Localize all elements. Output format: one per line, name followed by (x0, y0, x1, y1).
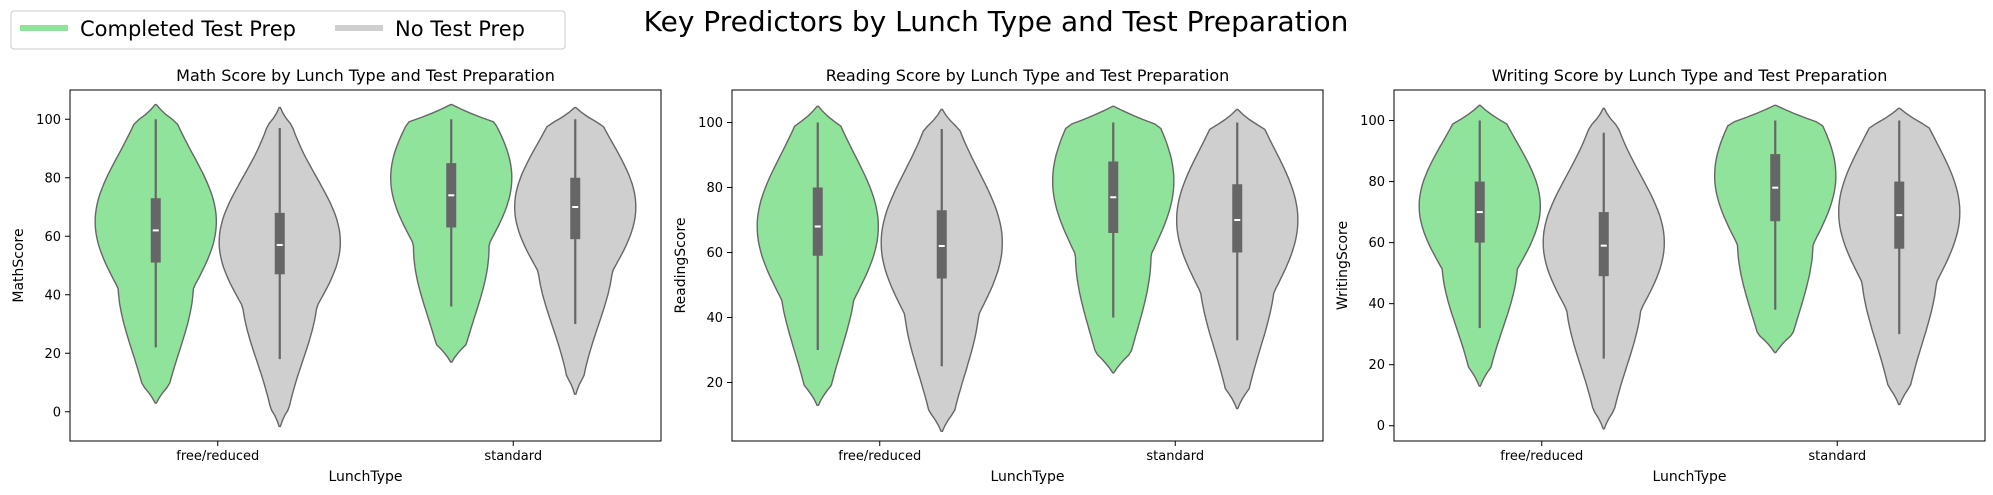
violin-box (936, 210, 947, 279)
x-axis-label: LunchType (1652, 469, 1726, 485)
x-axis-label: LunchType (990, 469, 1064, 485)
x-tick-label: standard (1808, 449, 1866, 464)
y-tick-label: 20 (44, 347, 61, 362)
y-tick-label: 40 (1368, 297, 1385, 312)
y-tick-label: 20 (706, 376, 723, 391)
panel-title: Writing Score by Lunch Type and Test Pre… (1492, 66, 1888, 85)
legend-label-completed: Completed Test Prep (80, 17, 296, 41)
y-tick-label: 20 (1368, 358, 1385, 373)
y-tick-label: 60 (706, 246, 723, 261)
y-tick-label: 40 (44, 288, 61, 303)
y-tick-label: 40 (706, 311, 723, 326)
y-axis-label: MathScore (11, 228, 27, 302)
y-tick-label: 80 (706, 181, 723, 196)
axes-frame (69, 89, 662, 442)
panel-title: Reading Score by Lunch Type and Test Pre… (826, 66, 1230, 85)
writing-score-panel: Writing Score by Lunch Type and Test Pre… (1335, 66, 1986, 485)
y-tick-label: 0 (1377, 419, 1385, 434)
y-tick-label: 100 (36, 113, 61, 128)
violin-box (1598, 212, 1609, 277)
y-tick-label: 100 (1360, 114, 1385, 129)
y-tick-label: 0 (53, 405, 61, 420)
axes-frame (731, 89, 1324, 442)
y-axis-label: WritingScore (1335, 221, 1351, 310)
x-tick-label: free/reduced (838, 449, 921, 464)
y-tick-label: 60 (44, 230, 61, 245)
axes-frame (1393, 89, 1986, 442)
math-score-panel: Math Score by Lunch Type and Test Prepar… (11, 66, 662, 485)
y-tick-label: 100 (698, 116, 723, 131)
y-tick-label: 80 (44, 171, 61, 186)
legend-label-no-prep: No Test Prep (395, 17, 525, 41)
legend-frame (10, 10, 566, 50)
panel-title: Math Score by Lunch Type and Test Prepar… (176, 66, 555, 85)
figure-suptitle: Key Predictors by Lunch Type and Test Pr… (644, 5, 1349, 38)
x-axis-label: LunchType (328, 469, 402, 485)
y-axis-label: ReadingScore (673, 217, 689, 313)
x-tick-label: free/reduced (1500, 449, 1583, 464)
violin-box (274, 212, 285, 275)
legend: Completed Test Prep No Test Prep (10, 10, 566, 50)
violin-box (812, 187, 823, 256)
violin-box (570, 177, 581, 240)
reading-score-panel: Reading Score by Lunch Type and Test Pre… (673, 66, 1324, 485)
x-tick-label: standard (1146, 449, 1204, 464)
violin-box (1232, 184, 1243, 253)
y-tick-label: 80 (1368, 175, 1385, 190)
x-tick-label: free/reduced (176, 449, 259, 464)
x-tick-label: standard (484, 449, 542, 464)
y-tick-label: 60 (1368, 236, 1385, 251)
